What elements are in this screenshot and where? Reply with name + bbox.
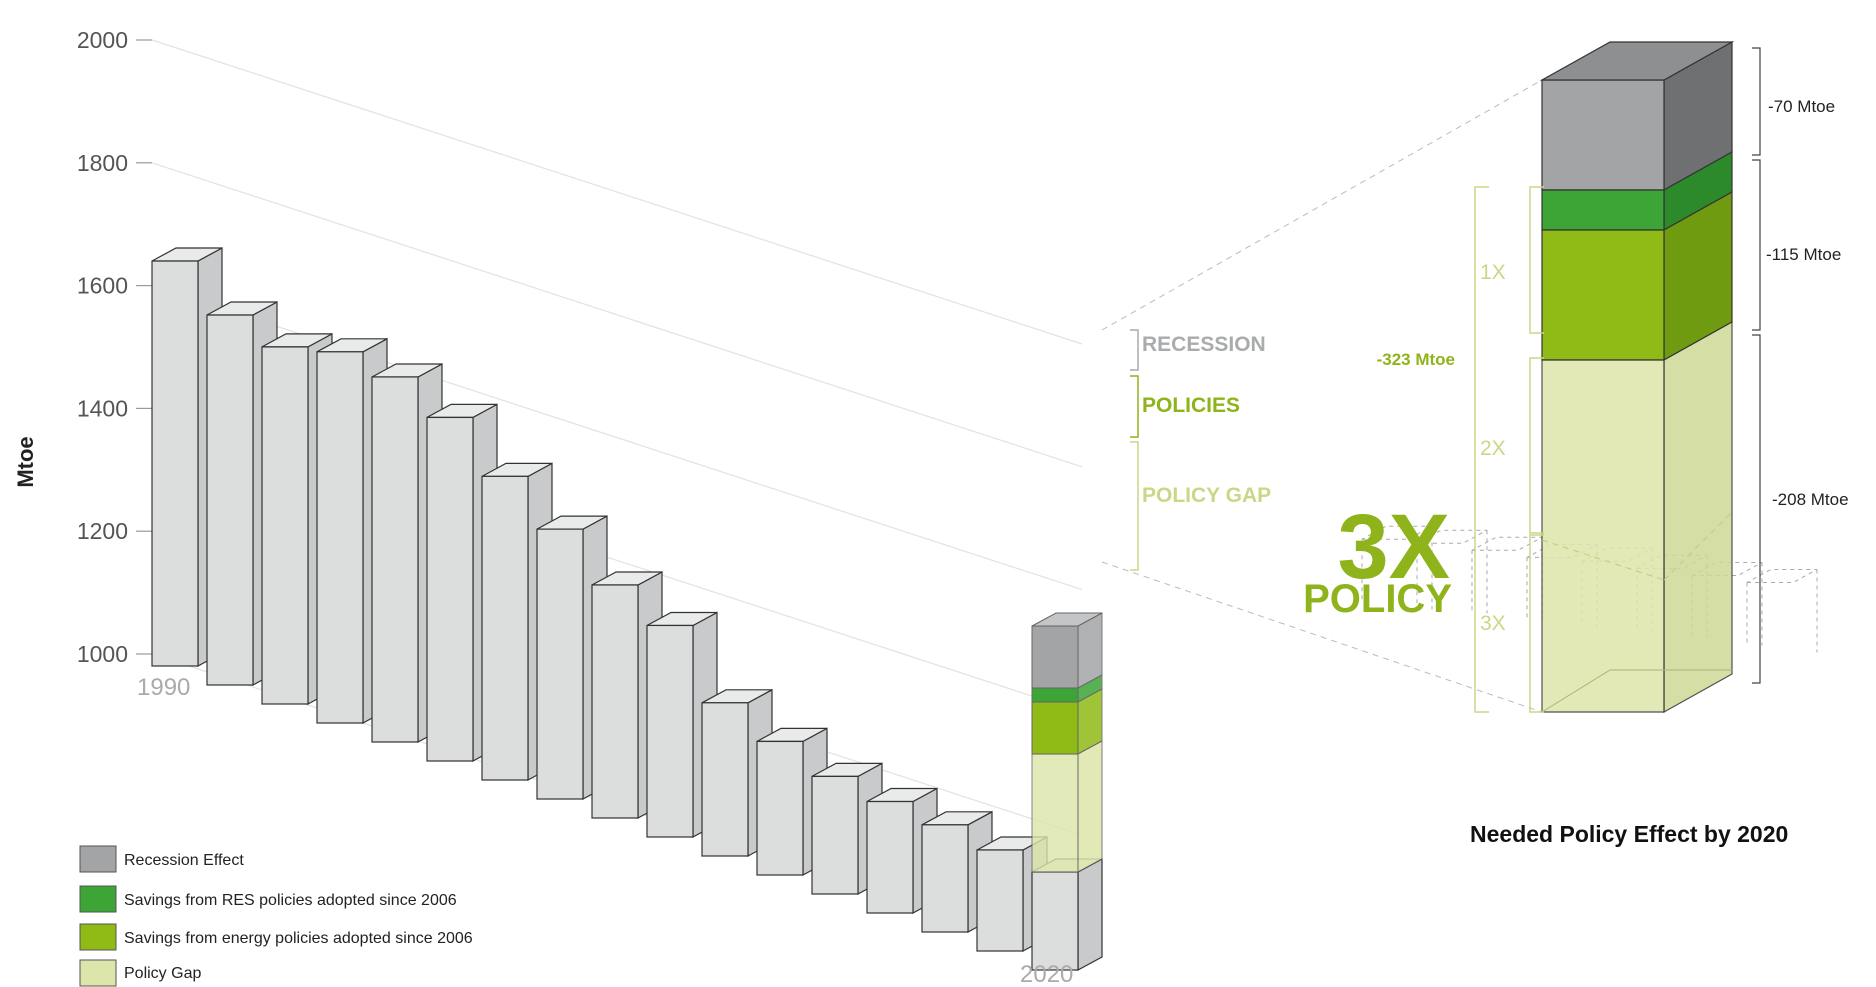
legend-swatch-recession (79, 845, 117, 873)
y-axis-ticks: 1000 1200 1400 1600 1800 2000 (77, 27, 152, 667)
detail-value-policies: -115 Mtoe (1766, 245, 1841, 264)
gridline (151, 162, 1083, 468)
multiple-2x: 2X (1480, 437, 1506, 460)
bar-front (1031, 871, 1079, 971)
category-bracket (1130, 441, 1139, 571)
big-multiplier: 3X (1337, 496, 1450, 598)
detail-title: Needed Policy Effect by 2020 (1470, 821, 1788, 847)
y-tick-label: 2000 (77, 27, 128, 53)
multiple-bracket (1529, 357, 1544, 534)
legend-swatch-energy (79, 923, 117, 951)
detail-value-bracket (1752, 47, 1761, 156)
legend-label-recession: Recession Effect (124, 852, 244, 869)
multiple-bracket (1474, 186, 1489, 713)
bar-front (206, 314, 254, 686)
connector-bottom (1101, 561, 1543, 713)
bar (206, 300, 278, 687)
category-bracket (1130, 329, 1139, 371)
stack-2020 (1031, 612, 1103, 873)
connector-top (1101, 79, 1543, 331)
zoom-connectors (1101, 79, 1543, 713)
detail-dashed-line (1663, 511, 1733, 581)
stack-segment-side (1077, 740, 1103, 873)
multiple-bracket (1529, 186, 1544, 334)
label-policies: POLICIES (1142, 394, 1240, 417)
detail-front-segment (1541, 79, 1665, 191)
projection-bar-top (1361, 525, 1433, 540)
bar-front (261, 346, 309, 705)
detail-front-segment (1541, 359, 1665, 713)
projection-bar-top (1746, 569, 1818, 583)
label-recession: RECESSION (1142, 333, 1266, 356)
stack-segment (1031, 701, 1079, 755)
legend-swatch-gap (79, 959, 117, 987)
category-brackets (1130, 329, 1139, 571)
bar-front (921, 824, 969, 933)
y-tick-label: 1200 (77, 518, 128, 544)
y-axis-label: Mtoe (13, 436, 38, 487)
x-end-label: 2020 (1020, 961, 1073, 987)
total-label: -323 Mtoe (1377, 350, 1455, 369)
bar-front (756, 740, 804, 876)
detail-value-bracket (1752, 334, 1761, 684)
legend-swatch-res (79, 885, 117, 913)
legend-label-gap: Policy Gap (124, 965, 201, 982)
bar-front (976, 849, 1024, 952)
bar-front (151, 260, 199, 667)
detail-front-segment (1541, 189, 1665, 231)
big-policy-word: POLICY (1303, 577, 1452, 621)
bar-front (481, 475, 529, 781)
gridline (151, 39, 1083, 345)
y-tick-label: 1400 (77, 395, 128, 421)
bar-front (701, 702, 749, 857)
bar (1031, 857, 1103, 972)
legend: Recession Effect Savings from RES polici… (79, 845, 473, 987)
detail-top-face (1539, 41, 1735, 81)
stack-segment (1031, 687, 1079, 703)
multiple-bracket (1529, 534, 1544, 713)
bar-front (426, 416, 474, 762)
multiple-3x: 3X (1480, 612, 1506, 635)
bar-front (536, 528, 584, 800)
bar-side (1077, 857, 1103, 972)
projection-bar-top (1416, 529, 1488, 544)
detail-brackets (1474, 47, 1761, 713)
detail-value-recession: -70 Mtoe (1768, 97, 1835, 116)
detail-bottom-inner-edge (1541, 669, 1732, 713)
stack-top (1031, 612, 1103, 627)
bar-front (866, 800, 914, 914)
multiple-1x: 1X (1480, 261, 1506, 284)
detail-value-gap: -208 Mtoe (1772, 490, 1849, 509)
bar-front (371, 376, 419, 743)
bar-front (591, 584, 639, 819)
bar-front (316, 351, 364, 724)
detail-stack (1539, 40, 1735, 714)
bar (701, 688, 773, 858)
projection-bar-top (1471, 536, 1543, 551)
detail-side-segment (1663, 320, 1733, 714)
detail-value-bracket (1752, 159, 1761, 331)
y-tick-label: 1000 (77, 641, 128, 667)
historic-bars (151, 246, 1103, 972)
detail-front-segment (1541, 229, 1665, 361)
bar-front (811, 775, 859, 895)
label-policy-gap: POLICY GAP (1142, 484, 1271, 507)
legend-label-res: Savings from RES policies adopted since … (124, 892, 457, 909)
stack-segment (1031, 625, 1079, 689)
stack-segment (1031, 753, 1079, 873)
bar-front (646, 624, 694, 838)
category-bracket (1130, 375, 1139, 438)
x-start-label: 1990 (137, 674, 190, 701)
legend-label-energy: Savings from energy policies adopted sin… (124, 930, 473, 947)
y-tick-label: 1600 (77, 273, 128, 299)
y-tick-label: 1800 (77, 150, 128, 176)
